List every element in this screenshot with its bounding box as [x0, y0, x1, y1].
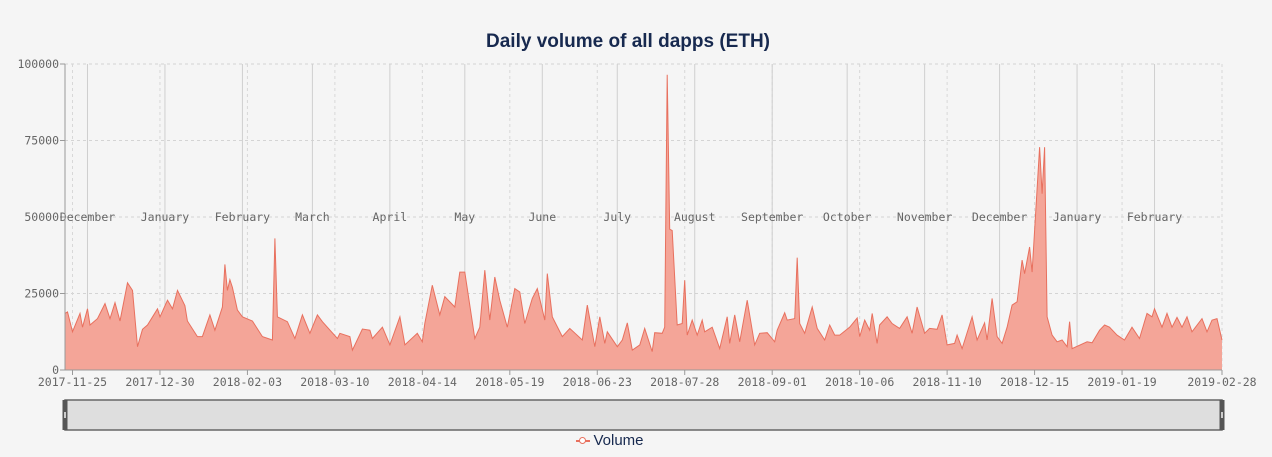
- x-tick-label: 2018-07-28: [650, 375, 719, 389]
- month-label: October: [823, 210, 872, 224]
- x-tick-label: 2018-04-14: [388, 375, 457, 389]
- y-tick-label: 0: [52, 363, 59, 377]
- x-tick-label: 2017-12-30: [125, 375, 194, 389]
- month-label: June: [528, 210, 556, 224]
- month-label: December: [60, 210, 115, 224]
- month-label: March: [295, 210, 330, 224]
- slider-grip-icon: [64, 412, 66, 418]
- month-label: August: [674, 210, 716, 224]
- x-tick-label: 2018-11-10: [912, 375, 981, 389]
- x-tick-label: 2018-12-15: [1000, 375, 1069, 389]
- volume-line: [64, 74, 1223, 352]
- month-label: February: [1127, 210, 1182, 224]
- volume-area: [65, 74, 1222, 370]
- y-tick-label: 25000: [24, 287, 59, 301]
- x-tick-label: 2018-10-06: [825, 375, 894, 389]
- x-tick-label: 2017-11-25: [38, 375, 107, 389]
- y-tick-label: 100000: [17, 57, 59, 71]
- month-label: September: [741, 210, 803, 224]
- x-tick-label: 2018-05-19: [475, 375, 544, 389]
- chart-title: Daily volume of all dapps (ETH): [486, 31, 770, 52]
- month-label: January: [141, 210, 190, 224]
- x-tick-label: 2018-02-03: [213, 375, 282, 389]
- legend-label-volume: Volume: [593, 432, 644, 449]
- x-tick-label: 2019-02-28: [1187, 375, 1256, 389]
- month-label: December: [972, 210, 1027, 224]
- x-tick-label: 2018-03-10: [300, 375, 369, 389]
- x-tick-label: 2018-06-23: [563, 375, 632, 389]
- y-tick-label: 75000: [24, 134, 59, 148]
- month-label: July: [603, 210, 631, 224]
- y-tick-label: 50000: [24, 210, 59, 224]
- month-label: January: [1053, 210, 1102, 224]
- zoom-slider[interactable]: [64, 399, 1223, 431]
- slider-grip-icon: [1221, 412, 1223, 418]
- x-tick-label: 2018-09-01: [738, 375, 807, 389]
- month-label: February: [215, 210, 270, 224]
- x-tick-label: 2019-01-19: [1087, 375, 1156, 389]
- month-label: May: [454, 210, 475, 224]
- month-label: April: [373, 210, 408, 224]
- legend[interactable]: Volume: [0, 432, 1220, 449]
- month-label: November: [897, 210, 952, 224]
- legend-line-marker-icon: [576, 436, 591, 446]
